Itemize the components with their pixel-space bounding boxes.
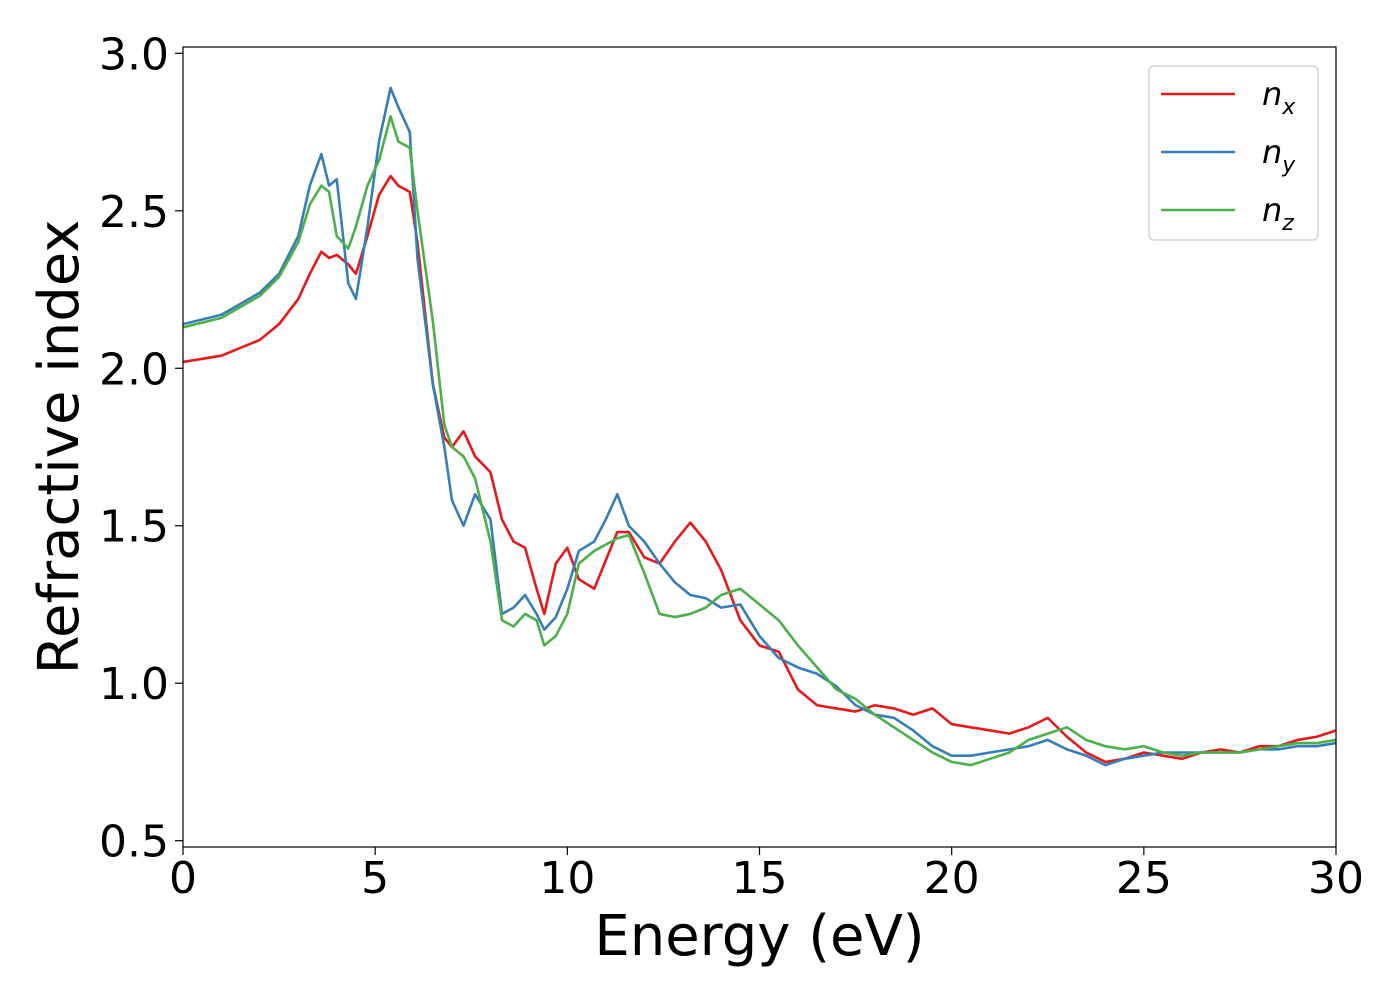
legend-label-subscript: y: [1281, 153, 1296, 178]
y-tick-label: 1.5: [99, 502, 169, 553]
legend-label-n-x: nx: [1262, 75, 1296, 120]
y-tick-label: 2.0: [99, 344, 169, 395]
series-line-n-x: [183, 174, 1336, 764]
series-line-n-z: [183, 114, 1336, 767]
x-axis-title: Energy (eV): [594, 904, 924, 969]
legend-label-n-z: nz: [1262, 191, 1294, 236]
legend-label-base: n: [1262, 191, 1282, 229]
series-line-n-y: [183, 86, 1336, 767]
x-tick-label: 25: [1116, 853, 1172, 904]
axis-ticks: 0 5 10 15 20 25 30 0.5 1.0 1.5 2.0 2.5 3.0: [99, 29, 1364, 904]
x-tick-label: 5: [361, 853, 389, 904]
x-tick-label: 0: [169, 853, 197, 904]
x-tick-label: 20: [924, 853, 980, 904]
y-axis-title: Refractive index: [27, 220, 92, 675]
y-tick-label: 0.5: [99, 817, 169, 868]
legend-label-n-y: ny: [1262, 133, 1296, 178]
x-tick-label: 15: [732, 853, 788, 904]
legend-label-base: n: [1262, 75, 1282, 113]
x-tick-label: 10: [539, 853, 595, 904]
legend-label-subscript: x: [1281, 95, 1296, 120]
x-tick-label: 30: [1308, 853, 1364, 904]
y-tick-label: 3.0: [99, 29, 169, 80]
y-tick-label: 1.0: [99, 659, 169, 710]
legend-label-base: n: [1262, 133, 1282, 171]
y-tick-label: 2.5: [99, 187, 169, 238]
series-layer: [183, 86, 1336, 767]
legend-label-subscript: z: [1281, 211, 1294, 236]
